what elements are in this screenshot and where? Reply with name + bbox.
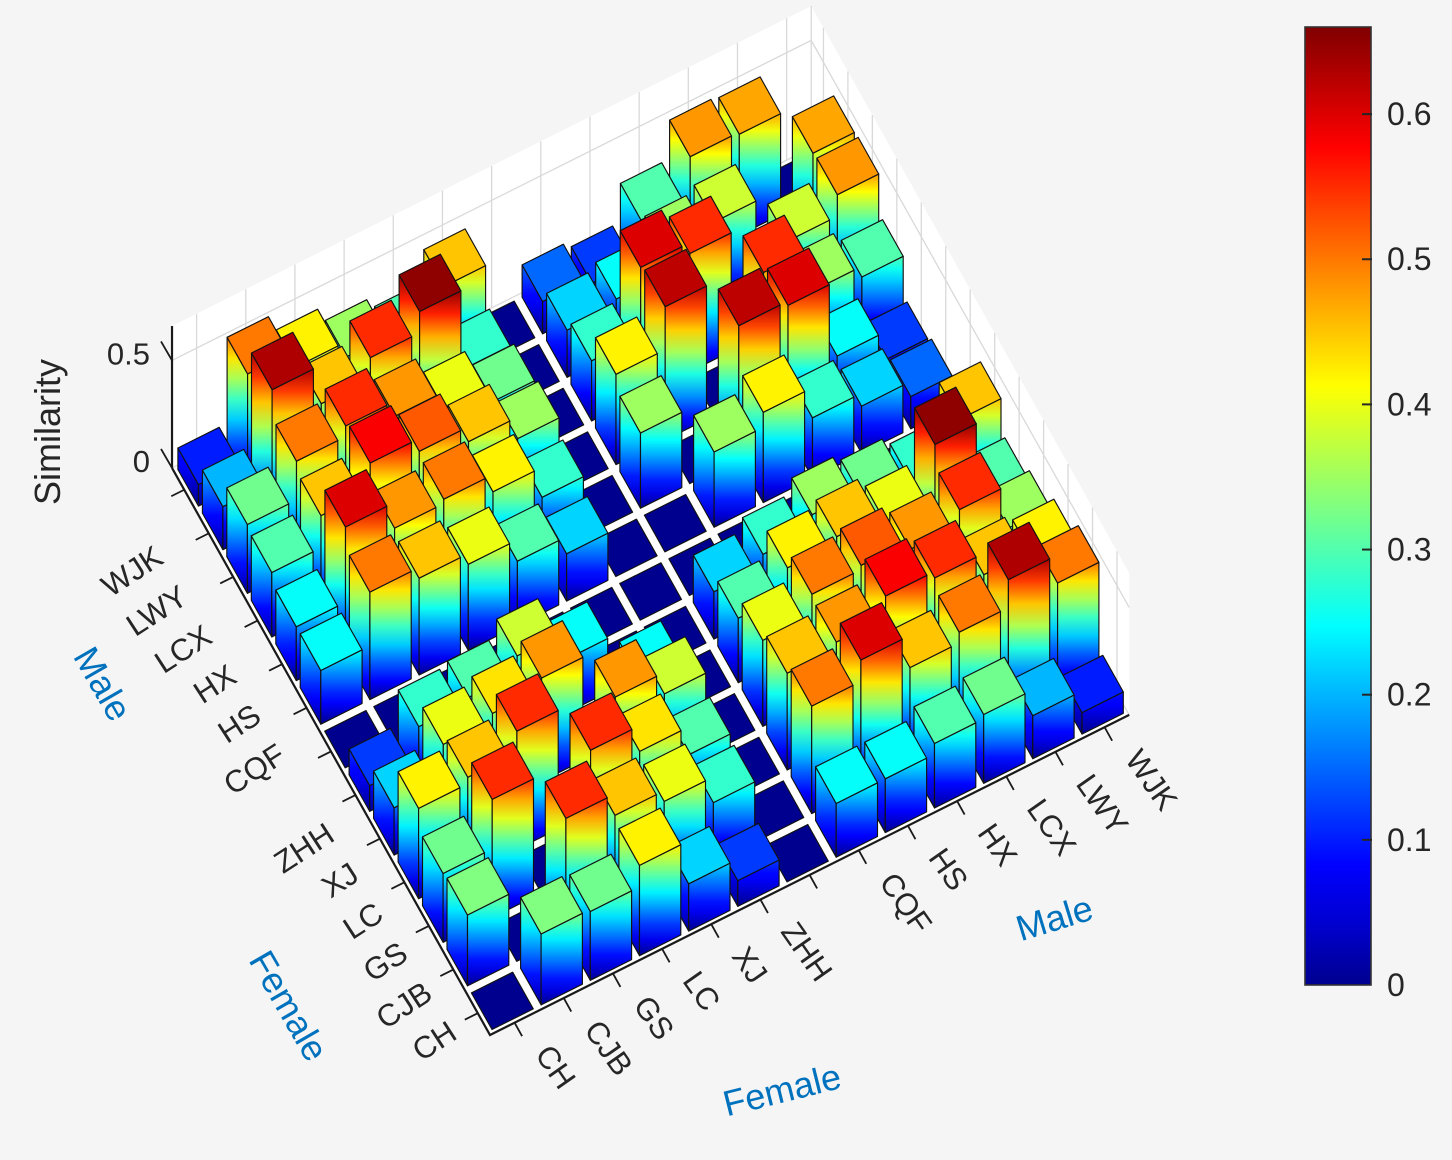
bar-cell xyxy=(643,493,707,553)
z-tick-label: 0 xyxy=(133,444,150,479)
bar-cell xyxy=(520,876,583,1006)
group-label-male-right: Male xyxy=(1011,887,1098,949)
bar-cell xyxy=(693,394,756,528)
group-label-male-left: Male xyxy=(66,640,141,728)
z-tick-label: 0.5 xyxy=(107,336,150,371)
axes xyxy=(160,326,1130,1037)
colorbar-tick-label: 0.2 xyxy=(1387,677,1431,713)
y-tick-label: CH xyxy=(406,1014,463,1068)
x-tick-label: HS xyxy=(922,842,975,897)
bar-cell xyxy=(470,971,534,1031)
bar-cell xyxy=(348,534,412,701)
bar-cell xyxy=(619,562,683,621)
colorbar-tick-label: 0.6 xyxy=(1387,96,1431,132)
x-tick-label: ZHH xyxy=(774,916,839,988)
y-tick-label: HS xyxy=(212,697,267,750)
x-tick-label: LCX xyxy=(1020,792,1083,862)
y-tick-label: GS xyxy=(357,935,414,989)
bar-cell xyxy=(446,857,510,987)
y-tick-label: LC xyxy=(337,895,389,946)
colorbar-tick-label: 0.5 xyxy=(1387,241,1431,277)
x-tick-label: LC xyxy=(676,965,727,1018)
y-tick-label: HX xyxy=(187,657,242,710)
bar-cell xyxy=(716,822,780,907)
x-tick-label: LWY xyxy=(1069,768,1135,841)
colorbar-tick-label: 0.4 xyxy=(1387,386,1431,422)
x-tick-label: GS xyxy=(627,989,681,1046)
group-label-female-bottom: Female xyxy=(719,1055,845,1124)
x-tick-label: CJB xyxy=(578,1014,640,1082)
x-tick-label: WJK xyxy=(1118,743,1184,817)
x-tick-label: HX xyxy=(971,817,1025,873)
bar-cell xyxy=(299,612,363,725)
bar-cell xyxy=(864,720,928,834)
bar-cell xyxy=(815,745,879,858)
colorbar-tick-label: 0.3 xyxy=(1387,532,1431,568)
z-axis-title: Similarity xyxy=(27,359,68,505)
group-label-female-left: Female xyxy=(241,944,337,1068)
x-tick-label: XJ xyxy=(725,940,774,990)
bar-cell xyxy=(618,807,682,957)
bar-cell xyxy=(667,825,731,932)
bars xyxy=(177,76,1124,1031)
x-tick-label: CQF xyxy=(873,866,939,940)
bar-cell xyxy=(619,375,683,509)
colorbar xyxy=(1304,26,1372,986)
colorbar-tick-label: 0 xyxy=(1387,967,1405,1003)
x-tick-label: CH xyxy=(528,1039,582,1096)
colorbar-tick-label: 0.1 xyxy=(1387,822,1431,858)
y-tick-label: XJ xyxy=(315,856,364,905)
colorbar: 0 0.1 0.2 0.3 0.4 0.5 0.6 xyxy=(1304,26,1431,1003)
